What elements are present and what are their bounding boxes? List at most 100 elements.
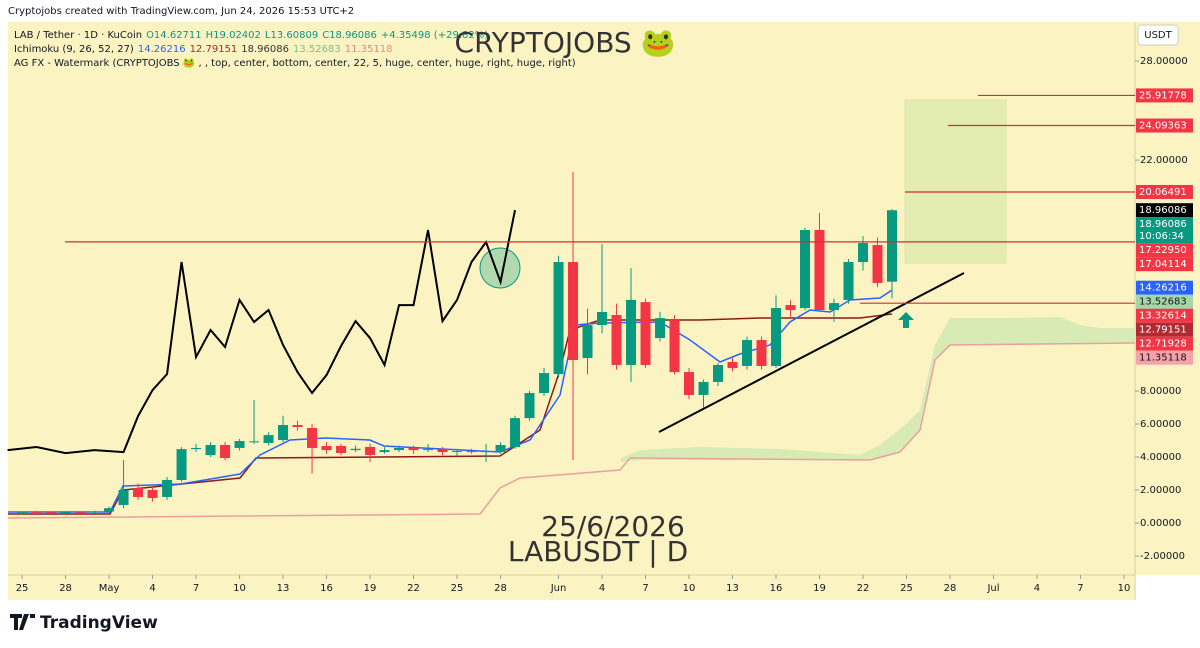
price-label-box	[1136, 118, 1193, 133]
price-label: 20.06491	[1139, 187, 1187, 198]
brand: TradingView	[40, 613, 158, 633]
overlay-line	[7, 209, 517, 455]
x-tick-label: 22	[857, 583, 870, 594]
candle-body	[510, 418, 521, 447]
header-value: 12.79151	[190, 44, 238, 55]
x-tick-label: 7	[1077, 583, 1083, 594]
header-value: 11.35118	[345, 44, 393, 55]
candle-body	[292, 425, 303, 428]
watermark-pair: LABUSDT | D	[508, 535, 688, 568]
price-label-box	[1136, 308, 1193, 323]
candle-body	[46, 512, 57, 514]
target-box	[904, 99, 1007, 264]
x-tick-label: May	[99, 583, 120, 594]
candle-body	[814, 230, 825, 311]
candle-body	[133, 488, 144, 497]
x-tick-label: 19	[364, 583, 377, 594]
candle-body	[655, 318, 666, 339]
candle-body	[104, 508, 115, 512]
x-tick-label: 13	[277, 583, 290, 594]
arrow-up	[898, 312, 914, 328]
kijun-line	[8, 313, 893, 515]
candle-body	[684, 372, 695, 395]
candle-body	[75, 512, 86, 514]
candle-body	[60, 512, 71, 514]
candle-body	[176, 449, 187, 480]
candle-body	[249, 441, 260, 443]
x-tick-label: 25	[900, 583, 913, 594]
credit: Cryptojobs created with TradingView.com,…	[8, 6, 354, 17]
candle-body	[669, 320, 680, 373]
x-tick-label: 28	[59, 583, 72, 594]
x-tick-label: 25	[16, 583, 29, 594]
price-label: 11.35118	[1139, 353, 1187, 364]
x-tick-label: 19	[813, 583, 826, 594]
header-value: L13.60809	[265, 30, 318, 41]
price-label-box	[1136, 280, 1193, 295]
candle-body	[727, 362, 738, 369]
price-label: 25.91778	[1139, 90, 1187, 101]
x-tick-label: 10	[233, 583, 246, 594]
price-label: 12.71928	[1139, 339, 1187, 350]
price-label: 18.96086	[1139, 219, 1187, 230]
candle-body	[539, 373, 550, 394]
y-tick-label: 4.00000	[1140, 452, 1181, 463]
tenkan-line	[8, 289, 893, 513]
candle-body	[568, 262, 579, 361]
currency[interactable]: USDT	[1144, 30, 1172, 41]
highlight-circle	[479, 247, 521, 289]
candle-body	[278, 425, 289, 441]
price-label-box	[1136, 294, 1193, 309]
header-value: 18.96086	[241, 44, 289, 55]
x-tick-label: 10	[1118, 583, 1131, 594]
ichimoku-span	[7, 342, 1136, 519]
candle-body	[872, 245, 883, 283]
candle-body	[886, 210, 897, 282]
marks: 28.00000 22.00000 8.00000 6.00000 4.00000 2.0…	[7, 56, 1193, 594]
x-tick-label: 7	[193, 583, 199, 594]
currency-box[interactable]	[1137, 24, 1179, 46]
ichimoku: Ichimoku (9, 26, 52, 27) 14.26216 12.79151…	[14, 44, 392, 55]
candle-body	[713, 364, 724, 382]
y-tick-label: 22.00000	[1140, 155, 1188, 166]
price-label-box	[1136, 336, 1193, 351]
candle-body	[234, 441, 245, 448]
price-label-box	[1136, 322, 1193, 337]
xaxis-bg	[8, 575, 1135, 600]
watermark-title: CRYPTOJOBS 🐸	[455, 26, 676, 59]
header-value: C18.96086	[322, 30, 377, 41]
y-tick-label: 0.00000	[1140, 518, 1181, 529]
candle-body	[582, 325, 593, 359]
candle-body	[205, 444, 216, 456]
x-tick-label: 4	[1034, 583, 1040, 594]
price-label: 13.32614	[1139, 311, 1187, 322]
x-tick-label: Jul	[986, 583, 999, 594]
candle-body	[800, 230, 811, 309]
candle-body	[626, 299, 637, 365]
candle-body	[466, 451, 477, 453]
header-value: +4.35498 (+29.82%)	[381, 30, 488, 41]
candle-body	[698, 381, 709, 395]
x-tick-label: 22	[407, 583, 420, 594]
price-label: 24.09363	[1139, 121, 1187, 132]
candle-body	[307, 427, 318, 448]
candle-body	[162, 479, 173, 497]
candle-body	[553, 262, 564, 375]
price-label-box	[1136, 243, 1193, 258]
candle-body	[785, 305, 796, 311]
watermark-line: AG FX - Watermark (CRYPTOJOBS 🐸 , , top,…	[14, 57, 576, 69]
candle-body	[118, 490, 129, 506]
price-countdown: 10:06:34	[1139, 231, 1184, 242]
symbol: LAB / Tether · 1D · KuCoin O14.62711 H19.0…	[14, 30, 488, 41]
candle-body	[408, 447, 419, 451]
ichimoku-cloud	[621, 317, 1135, 462]
candle-body	[481, 451, 492, 453]
price-label-box	[1136, 257, 1193, 272]
trendline	[658, 272, 965, 433]
candle-body	[89, 511, 100, 513]
price-label: 18.96086	[1139, 205, 1187, 216]
candle-body	[350, 448, 361, 451]
candle-body	[858, 243, 869, 263]
brand-logo	[10, 614, 35, 630]
